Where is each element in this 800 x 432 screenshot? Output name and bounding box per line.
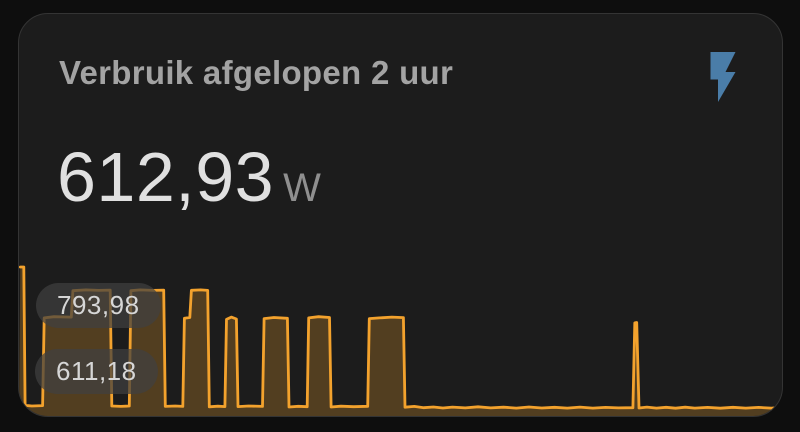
sensor-unit: W bbox=[283, 166, 321, 210]
sensor-value: 612,93 bbox=[57, 138, 275, 216]
sensor-value-row: 612,93 W bbox=[57, 142, 321, 212]
flash-icon-button[interactable] bbox=[693, 47, 753, 107]
graph-area-fill bbox=[19, 267, 782, 416]
flash-icon bbox=[693, 52, 753, 110]
graph-max-label: 793,98 bbox=[36, 283, 161, 328]
card-title: Verbruik afgelopen 2 uur bbox=[59, 54, 454, 91]
sensor-card[interactable]: Verbruik afgelopen 2 uur 612,93 W 793,98… bbox=[18, 13, 783, 417]
graph-min-label: 611,18 bbox=[35, 349, 158, 394]
